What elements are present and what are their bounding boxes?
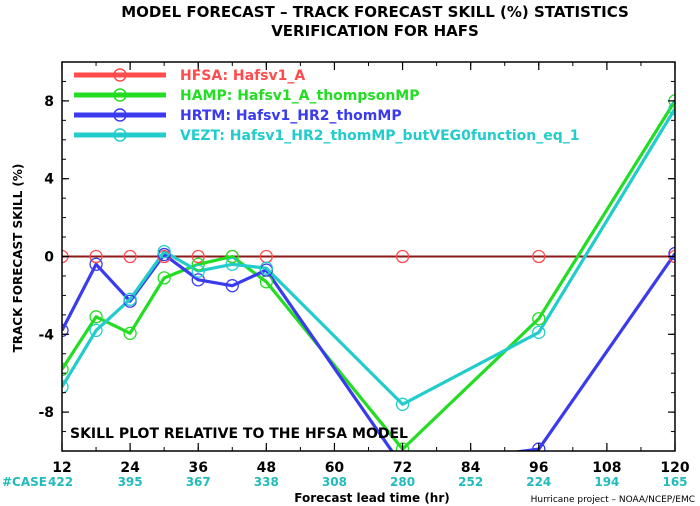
legend-marker [113,108,127,122]
series-0-point [123,249,137,264]
series-1-point [225,249,239,264]
series-2-point [191,273,205,287]
series-0-point [89,249,103,264]
x-tick-label: 72 [393,460,412,476]
x-tick-label: 24 [120,460,140,476]
y-tick-label: 8 [44,94,54,110]
series-2-point [668,246,675,261]
y-tick-label: -4 [38,327,54,343]
series-2-point [62,323,69,338]
series-1-point [532,312,546,326]
case-count: 308 [322,475,347,489]
y-axis-label: TRACK FORECAST SKILL (%) [11,164,25,353]
legend-label: VEZT: Hafsv1_HR2_thomMP_butVEG0function_… [180,128,580,144]
x-tick-label: 84 [461,460,481,476]
series-line-3 [62,107,675,406]
x-tick-label: 60 [325,460,345,476]
legend-label: HRTM: Hafsv1_HR2_thomMP [180,108,402,124]
series-3-point [89,323,103,338]
x-tick-label: 12 [52,460,71,476]
chart-subtitle: VERIFICATION FOR HAFS [271,22,479,40]
credit-text: Hurricane project – NOAA/NCEP/EMC [531,495,695,505]
series-3-point [668,102,675,116]
series-3-point [62,380,69,394]
x-tick-label: 108 [592,460,621,476]
case-count: 280 [390,475,415,489]
y-tick-label: 0 [44,250,54,266]
series-0-point [395,249,410,264]
case-count: 252 [458,475,483,489]
case-count: 224 [526,475,551,489]
series-line-2 [62,252,675,451]
legend-marker [113,128,127,142]
case-count: 194 [594,475,619,489]
series-1-point [191,257,205,271]
chart-title: MODEL FORECAST – TRACK FORECAST SKILL (%… [121,3,629,21]
x-tick-label: 48 [257,460,276,476]
x-tick-label: 36 [188,460,207,476]
case-count: 165 [662,475,687,489]
legend-marker [113,68,127,82]
series-3-point [123,292,137,306]
series-3-point [225,257,239,271]
series-1-point [123,326,137,340]
series-3-point [191,264,205,278]
legend-label: HFSA: Hafsv1_A [180,68,305,84]
series-1-point [62,362,69,376]
legend-label: HAMP: Hafsv1_A_thompsonMP [180,88,420,104]
x-axis-label: Forecast lead time (hr) [294,491,450,505]
series-0-point [532,249,546,264]
series-3-point [395,397,410,411]
series-3-point [532,325,546,340]
case-count: 422 [48,475,73,489]
skill-annotation: SKILL PLOT RELATIVE TO THE HFSA MODEL [70,426,408,442]
series-2-point [157,247,171,262]
series-1-point [89,310,103,324]
case-count: 338 [254,475,279,489]
series-2-point [225,279,239,293]
series-lines [62,94,675,451]
case-count: 367 [186,475,211,489]
series-3-point [259,261,273,275]
case-label: #CASE [2,475,47,489]
y-tick-label: 4 [44,172,54,188]
y-tick-label: -8 [38,405,54,421]
x-tick-label: 96 [529,460,548,476]
series-0-point [191,249,205,264]
legend-marker [113,88,127,102]
case-count: 395 [118,475,143,489]
x-tick-label: 120 [660,460,689,476]
series-3-point [157,244,171,259]
series-line-1 [62,100,675,451]
series-1-point [157,271,171,285]
series-2-point [89,257,103,271]
